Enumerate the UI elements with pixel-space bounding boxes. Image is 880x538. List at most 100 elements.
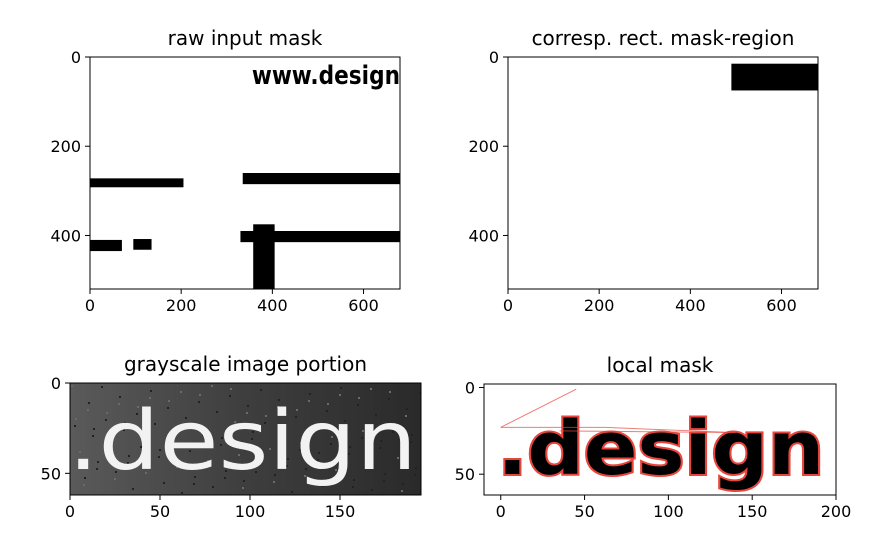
image-speckle [124,422,126,424]
image-speckle [380,440,382,442]
image-speckle [115,471,117,473]
subplot-title: local mask [607,353,714,377]
image-speckle [230,388,232,390]
image-speckle [168,400,170,402]
mask-region-5 [240,231,400,243]
image-speckle [216,411,218,413]
image-speckle [304,475,306,477]
x-tick-label: 0 [503,296,513,315]
axes-frame [69,382,422,496]
image-text: .design [68,394,417,489]
image-speckle [352,486,354,488]
image-speckle [154,423,156,425]
image-speckle [353,479,355,481]
local-mask-content: .design [495,388,826,494]
image-speckle [97,461,99,463]
mask-region-3 [133,239,152,250]
image-speckle [207,460,209,462]
image-speckle [393,424,395,426]
y-tick-label: 50 [41,464,61,483]
image-speckle [220,444,222,446]
image-speckle [269,448,271,450]
image-speckle [71,385,73,387]
image-speckle [286,465,288,467]
mask-region-6 [253,224,275,289]
image-speckle [330,443,332,445]
contour-line-3 [604,426,736,434]
image-speckle [185,417,187,419]
image-speckle [189,450,191,452]
x-tick-label: 200 [821,502,852,521]
image-speckle [202,434,204,436]
image-speckle [224,477,226,479]
x-tick-label: 400 [257,296,288,315]
image-speckle [415,467,417,469]
y-tick-label: 0 [489,48,499,67]
image-speckle [406,408,408,410]
axes-frame [89,56,401,290]
image-speckle [361,437,363,439]
image-speckle [96,468,98,470]
image-speckle [255,471,257,473]
image-speckle [74,425,76,427]
x-tick-label: 150 [325,502,356,521]
image-speckle [295,416,297,418]
image-speckle [335,469,337,471]
image-speckle [225,470,227,472]
image-speckle [287,458,289,460]
image-speckle [233,428,235,430]
x-tick-label: 600 [766,296,797,315]
image-speckle [327,403,329,405]
image-speckle [291,491,293,493]
image-speckle [300,442,302,444]
image-speckle [92,435,94,437]
image-speckle [375,414,377,416]
plot-background [508,57,818,289]
x-tick-label: 50 [150,502,170,521]
y-tick-label: 400 [50,226,81,245]
image-speckle [379,447,381,449]
image-speckle [340,387,342,389]
image-speckle [419,392,421,394]
contour-line-1 [500,388,577,428]
y-tick-label: 200 [468,137,499,156]
image-speckle [150,390,152,392]
image-speckle [128,455,130,457]
x-tick-label: 200 [584,296,615,315]
image-speckle [339,394,341,396]
image-speckle [383,480,385,482]
y-tick-label: 0 [71,48,81,67]
image-speckle [357,404,359,406]
image-speckle [75,418,77,420]
image-speckle [309,393,311,395]
image-speckle [83,484,85,486]
image-speckle [119,396,121,398]
subplot-title: grayscale image portion [124,352,367,376]
image-speckle [193,483,195,485]
image-speckle [176,466,178,468]
image-speckle [106,412,108,414]
image-speckle [212,486,214,488]
plot-background [484,384,836,495]
image-speckle [172,433,174,435]
image-speckle [318,452,320,454]
y-tick-label: 50 [455,465,475,484]
image-speckle [371,489,373,491]
image-speckle [389,391,391,393]
image-speckle [317,459,319,461]
mask-region-2 [90,239,122,252]
image-speckle [260,389,262,391]
image-speckle [242,487,244,489]
image-speckle [256,464,258,466]
image-speckle [274,474,276,476]
image-speckle [247,405,249,407]
mask-region-4 [242,173,400,185]
image-speckle [282,432,284,434]
x-tick-label: 400 [675,296,706,315]
y-tick-label: 0 [51,374,61,393]
image-speckle [136,413,138,415]
image-speckle [118,403,120,405]
image-speckle [114,478,116,480]
image-speckle [308,400,310,402]
